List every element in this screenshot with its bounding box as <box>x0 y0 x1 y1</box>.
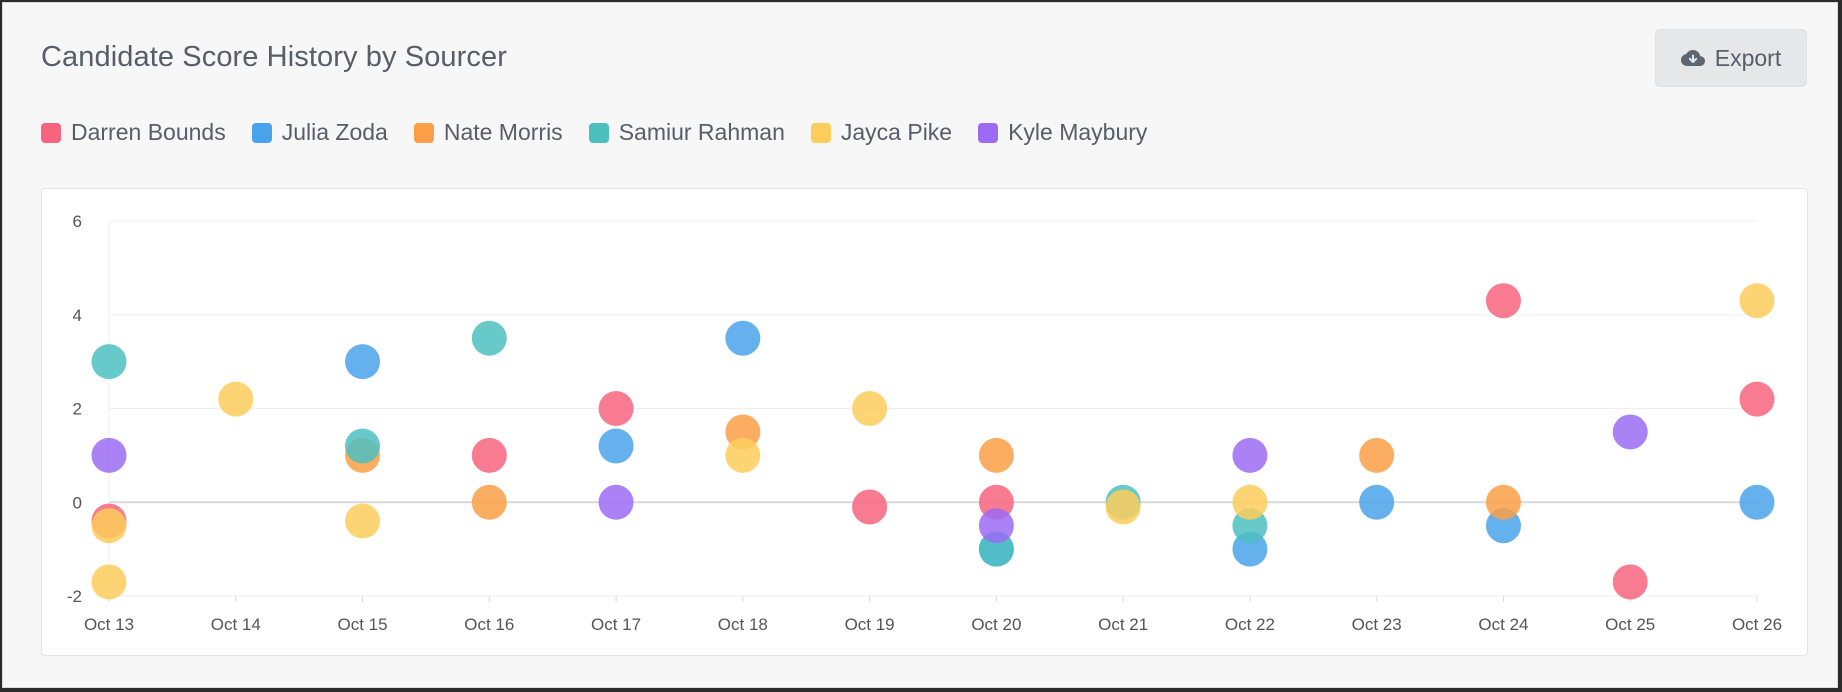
y-tick-label: 6 <box>73 212 82 231</box>
legend-label: Darren Bounds <box>71 119 226 145</box>
x-tick-label: Oct 22 <box>1225 615 1275 634</box>
point-darren-bounds <box>471 437 507 473</box>
x-tick-label: Oct 17 <box>591 615 641 634</box>
point-kyle-maybury <box>598 484 634 520</box>
point-kyle-maybury <box>1612 414 1648 450</box>
export-button-label: Export <box>1714 44 1782 71</box>
point-nate-morris <box>1485 484 1521 520</box>
x-tick-label: Oct 13 <box>84 615 134 634</box>
legend-swatch <box>41 122 61 143</box>
point-julia-zoda <box>598 428 634 464</box>
export-button[interactable]: Export <box>1655 29 1807 87</box>
x-tick-label: Oct 15 <box>337 615 387 634</box>
point-kyle-maybury <box>91 437 127 473</box>
legend-label: Nate Morris <box>443 119 563 145</box>
x-tick-label: Oct 20 <box>971 615 1021 634</box>
point-jayca-pike <box>1232 484 1268 520</box>
cloud-download-icon <box>1680 49 1705 67</box>
point-nate-morris <box>1359 437 1395 473</box>
point-kyle-maybury <box>978 508 1014 544</box>
legend-swatch <box>978 122 999 143</box>
y-tick-label: 0 <box>73 493 82 512</box>
point-julia-zoda <box>1359 484 1395 520</box>
scatter-chart: -2 0 2 4 6 Oct 13 Oct 14 Oct 15 Oct 16 Oct 17 Oct … <box>67 212 1782 634</box>
chart-legend: Darren Bounds Julia Zoda Nate Morris Samiur… <box>41 119 1173 146</box>
point-nate-morris <box>978 437 1014 473</box>
point-kyle-maybury <box>1232 437 1268 473</box>
point-darren-bounds <box>1739 381 1775 417</box>
point-julia-zoda <box>1739 484 1775 520</box>
page-title: Candidate Score History by Sourcer <box>41 41 507 73</box>
point-jayca-pike <box>1105 489 1141 525</box>
point-julia-zoda <box>345 344 381 380</box>
point-jayca-pike <box>1739 283 1775 319</box>
legend-label: Kyle Maybury <box>1008 119 1148 145</box>
x-tick-label: Oct 14 <box>211 615 261 634</box>
x-tick-label: Oct 19 <box>845 615 895 634</box>
point-jayca-pike <box>725 437 761 473</box>
legend-swatch <box>251 122 272 143</box>
point-samiur-rahman <box>345 428 381 464</box>
point-darren-bounds <box>598 391 634 426</box>
legend-swatch <box>810 122 831 143</box>
point-jayca-pike <box>345 503 381 539</box>
y-tick-label: 2 <box>73 400 82 419</box>
legend-item-julia-zoda[interactable]: Julia Zoda <box>251 119 388 146</box>
x-tick-label: Oct 21 <box>1098 615 1148 634</box>
point-jayca-pike <box>91 508 127 544</box>
point-samiur-rahman <box>471 320 507 356</box>
point-jayca-pike <box>852 391 888 426</box>
chart-card: -2 0 2 4 6 Oct 13 Oct 14 Oct 15 Oct 16 Oct 17 Oct … <box>41 188 1808 656</box>
legend-swatch <box>588 122 609 143</box>
legend-item-kyle-maybury[interactable]: Kyle Maybury <box>978 119 1147 146</box>
legend-item-samiur-rahman[interactable]: Samiur Rahman <box>588 119 785 146</box>
legend-label: Samiur Rahman <box>618 119 785 145</box>
x-tick-label: Oct 26 <box>1732 615 1782 634</box>
point-darren-bounds <box>1612 564 1648 600</box>
legend-label: Julia Zoda <box>281 119 388 145</box>
point-julia-zoda <box>725 320 761 356</box>
point-jayca-pike <box>218 381 254 417</box>
y-tick-label: -2 <box>67 587 82 606</box>
x-tick-label: Oct 16 <box>464 615 514 634</box>
legend-item-nate-morris[interactable]: Nate Morris <box>413 119 563 146</box>
x-tick-label: Oct 25 <box>1605 615 1655 634</box>
legend-swatch <box>413 122 434 143</box>
legend-item-jayca-pike[interactable]: Jayca Pike <box>810 119 953 146</box>
point-jayca-pike <box>91 564 127 600</box>
x-tick-label: Oct 24 <box>1478 615 1528 634</box>
y-tick-label: 4 <box>73 306 82 325</box>
point-darren-bounds <box>852 489 888 525</box>
legend-label: Jayca Pike <box>840 119 953 145</box>
point-darren-bounds <box>1485 283 1521 319</box>
legend-item-darren-bounds[interactable]: Darren Bounds <box>41 119 226 146</box>
point-nate-morris <box>471 484 507 520</box>
x-tick-label: Oct 23 <box>1352 615 1402 634</box>
x-tick-label: Oct 18 <box>718 615 768 634</box>
point-samiur-rahman <box>91 344 127 380</box>
